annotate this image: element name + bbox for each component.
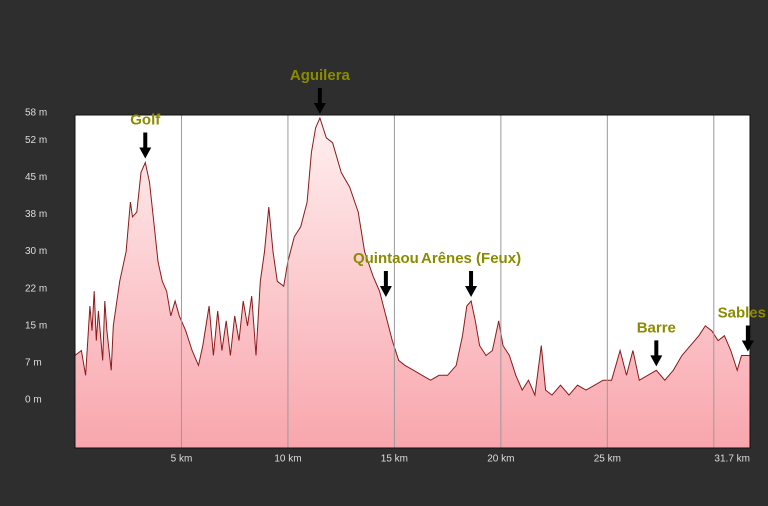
area xyxy=(75,118,750,448)
annotation: Quintaou xyxy=(353,250,419,267)
annotation: Sables xyxy=(718,304,766,321)
annotation: Barre xyxy=(637,319,676,336)
y-tick-label: 52 m xyxy=(25,135,47,146)
plot-frame xyxy=(74,114,751,449)
x-tick-label: 25 km xyxy=(594,454,621,465)
arrow xyxy=(465,271,478,298)
y-tick-label: 22 m xyxy=(25,283,47,294)
y-tick-label: 7 m xyxy=(25,358,42,369)
x-tick-label: 5 km xyxy=(171,454,193,465)
y-tick-label: 15 m xyxy=(25,320,47,331)
x-tick-label: 10 km xyxy=(274,454,301,465)
y-tick-label: 0 m xyxy=(25,395,42,406)
arrow xyxy=(741,325,754,352)
arrow xyxy=(313,87,326,114)
y-tick-label: 38 m xyxy=(25,209,47,220)
arrow xyxy=(650,340,663,367)
y-tick-label: 30 m xyxy=(25,246,47,257)
annotation: Arênes (Feux) xyxy=(421,250,521,267)
annotation: Golf xyxy=(130,111,161,128)
annotation: Aguilera xyxy=(290,67,351,84)
y-tick-label: 58 m xyxy=(25,108,47,119)
arrow xyxy=(379,271,392,298)
x-tick-label: 15 km xyxy=(381,454,408,465)
y-tick-label: 45 m xyxy=(25,172,47,183)
arrow xyxy=(139,132,152,159)
x-tick-label: 31.7 km xyxy=(714,454,750,465)
x-tick-label: 20 km xyxy=(487,454,514,465)
